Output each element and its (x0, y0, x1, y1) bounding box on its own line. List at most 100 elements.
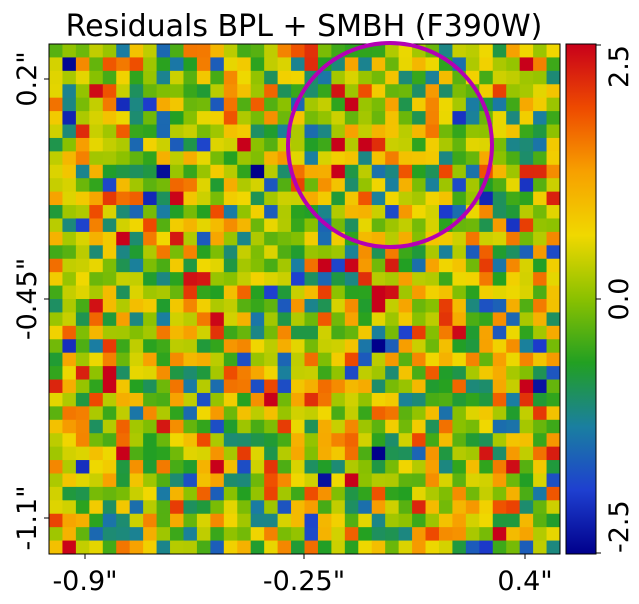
residual-pixel (116, 527, 131, 542)
residual-pixel (425, 366, 440, 381)
residual-pixel (62, 339, 77, 354)
residual-pixel (519, 419, 534, 434)
residual-pixel (62, 124, 77, 139)
residual-pixel (317, 258, 332, 273)
residual-pixel (317, 473, 332, 488)
residual-pixel (304, 191, 319, 206)
residual-pixel (479, 272, 494, 287)
residual-pixel (358, 486, 373, 501)
residual-pixel (250, 352, 265, 367)
residual-pixel (546, 379, 560, 394)
residual-pixel (210, 70, 225, 85)
residual-pixel (412, 57, 427, 72)
residual-pixel (170, 191, 185, 206)
residual-pixel (533, 57, 548, 72)
residual-pixel (533, 392, 548, 407)
residual-pixel (277, 111, 292, 126)
residual-pixel (156, 258, 171, 273)
residual-pixel (425, 446, 440, 461)
residual-pixel (143, 406, 158, 421)
residual-pixel (506, 137, 521, 152)
residual-pixel (183, 164, 198, 179)
residual-pixel (385, 486, 400, 501)
residual-pixel (102, 164, 117, 179)
residual-pixel (533, 339, 548, 354)
residual-pixel (385, 111, 400, 126)
residual-pixel (49, 473, 64, 488)
residual-pixel (210, 527, 225, 542)
residual-pixel (62, 151, 77, 166)
residual-pixel (371, 339, 386, 354)
residual-pixel (506, 486, 521, 501)
residual-pixel (479, 191, 494, 206)
residual-pixel (452, 406, 467, 421)
residual-pixel (102, 151, 117, 166)
residual-pixel (143, 352, 158, 367)
residual-pixel (452, 272, 467, 287)
residual-pixel (344, 513, 359, 528)
residual-pixel (116, 258, 131, 273)
residual-pixel (492, 513, 507, 528)
residual-pixel (75, 70, 90, 85)
residual-pixel (264, 299, 279, 314)
residual-pixel (438, 137, 454, 152)
residual-pixel (291, 460, 306, 475)
residual-pixel (116, 500, 131, 515)
residual-pixel (183, 258, 198, 273)
residual-pixel (210, 44, 225, 59)
residual-pixel (519, 527, 534, 542)
residual-pixel (506, 366, 521, 381)
residual-pixel (210, 460, 225, 475)
residual-pixel (358, 312, 373, 327)
residual-pixel (49, 97, 64, 112)
residual-pixel (385, 178, 400, 193)
residual-pixel (196, 258, 211, 273)
residual-pixel (250, 406, 265, 421)
residual-pixel (210, 124, 225, 139)
residual-pixel (304, 178, 319, 193)
residual-pixel (250, 70, 265, 85)
residual-pixel (465, 299, 480, 314)
residual-pixel (49, 178, 64, 193)
residual-pixel (129, 419, 144, 434)
residual-pixel (492, 446, 507, 461)
residual-pixel (62, 527, 77, 542)
residual-pixel (533, 231, 548, 246)
residual-pixel (116, 339, 131, 354)
residual-pixel (129, 299, 144, 314)
residual-pixel (519, 124, 534, 139)
residual-pixel (506, 392, 521, 407)
residual-pixel (506, 205, 521, 220)
residual-pixel (129, 500, 144, 515)
residual-pixel (223, 272, 238, 287)
residual-pixel (250, 473, 265, 488)
residual-pixel (465, 137, 480, 152)
residual-pixel (196, 540, 211, 554)
residual-pixel (156, 272, 171, 287)
residual-pixel (492, 151, 507, 166)
residual-pixel (237, 84, 252, 99)
residual-pixel (304, 366, 319, 381)
residual-pixel (196, 500, 211, 515)
residual-pixel (317, 178, 332, 193)
residual-pixel (438, 419, 454, 434)
residual-pixel (75, 325, 90, 340)
residual-pixel (492, 164, 507, 179)
residual-pixel (237, 325, 252, 340)
residual-pixel (438, 245, 454, 260)
residual-pixel (291, 44, 306, 59)
residual-pixel (385, 218, 400, 233)
residual-pixel (89, 151, 104, 166)
residual-pixel (277, 433, 292, 448)
x-tick-label: 0.4" (497, 566, 552, 597)
residual-pixel (170, 84, 185, 99)
residual-pixel (75, 205, 90, 220)
residual-pixel (385, 164, 400, 179)
residual-pixel (398, 231, 413, 246)
residual-pixel (412, 433, 427, 448)
residual-pixel (317, 339, 332, 354)
residual-pixel (170, 299, 185, 314)
residual-pixel (533, 460, 548, 475)
residual-pixel (358, 245, 373, 260)
